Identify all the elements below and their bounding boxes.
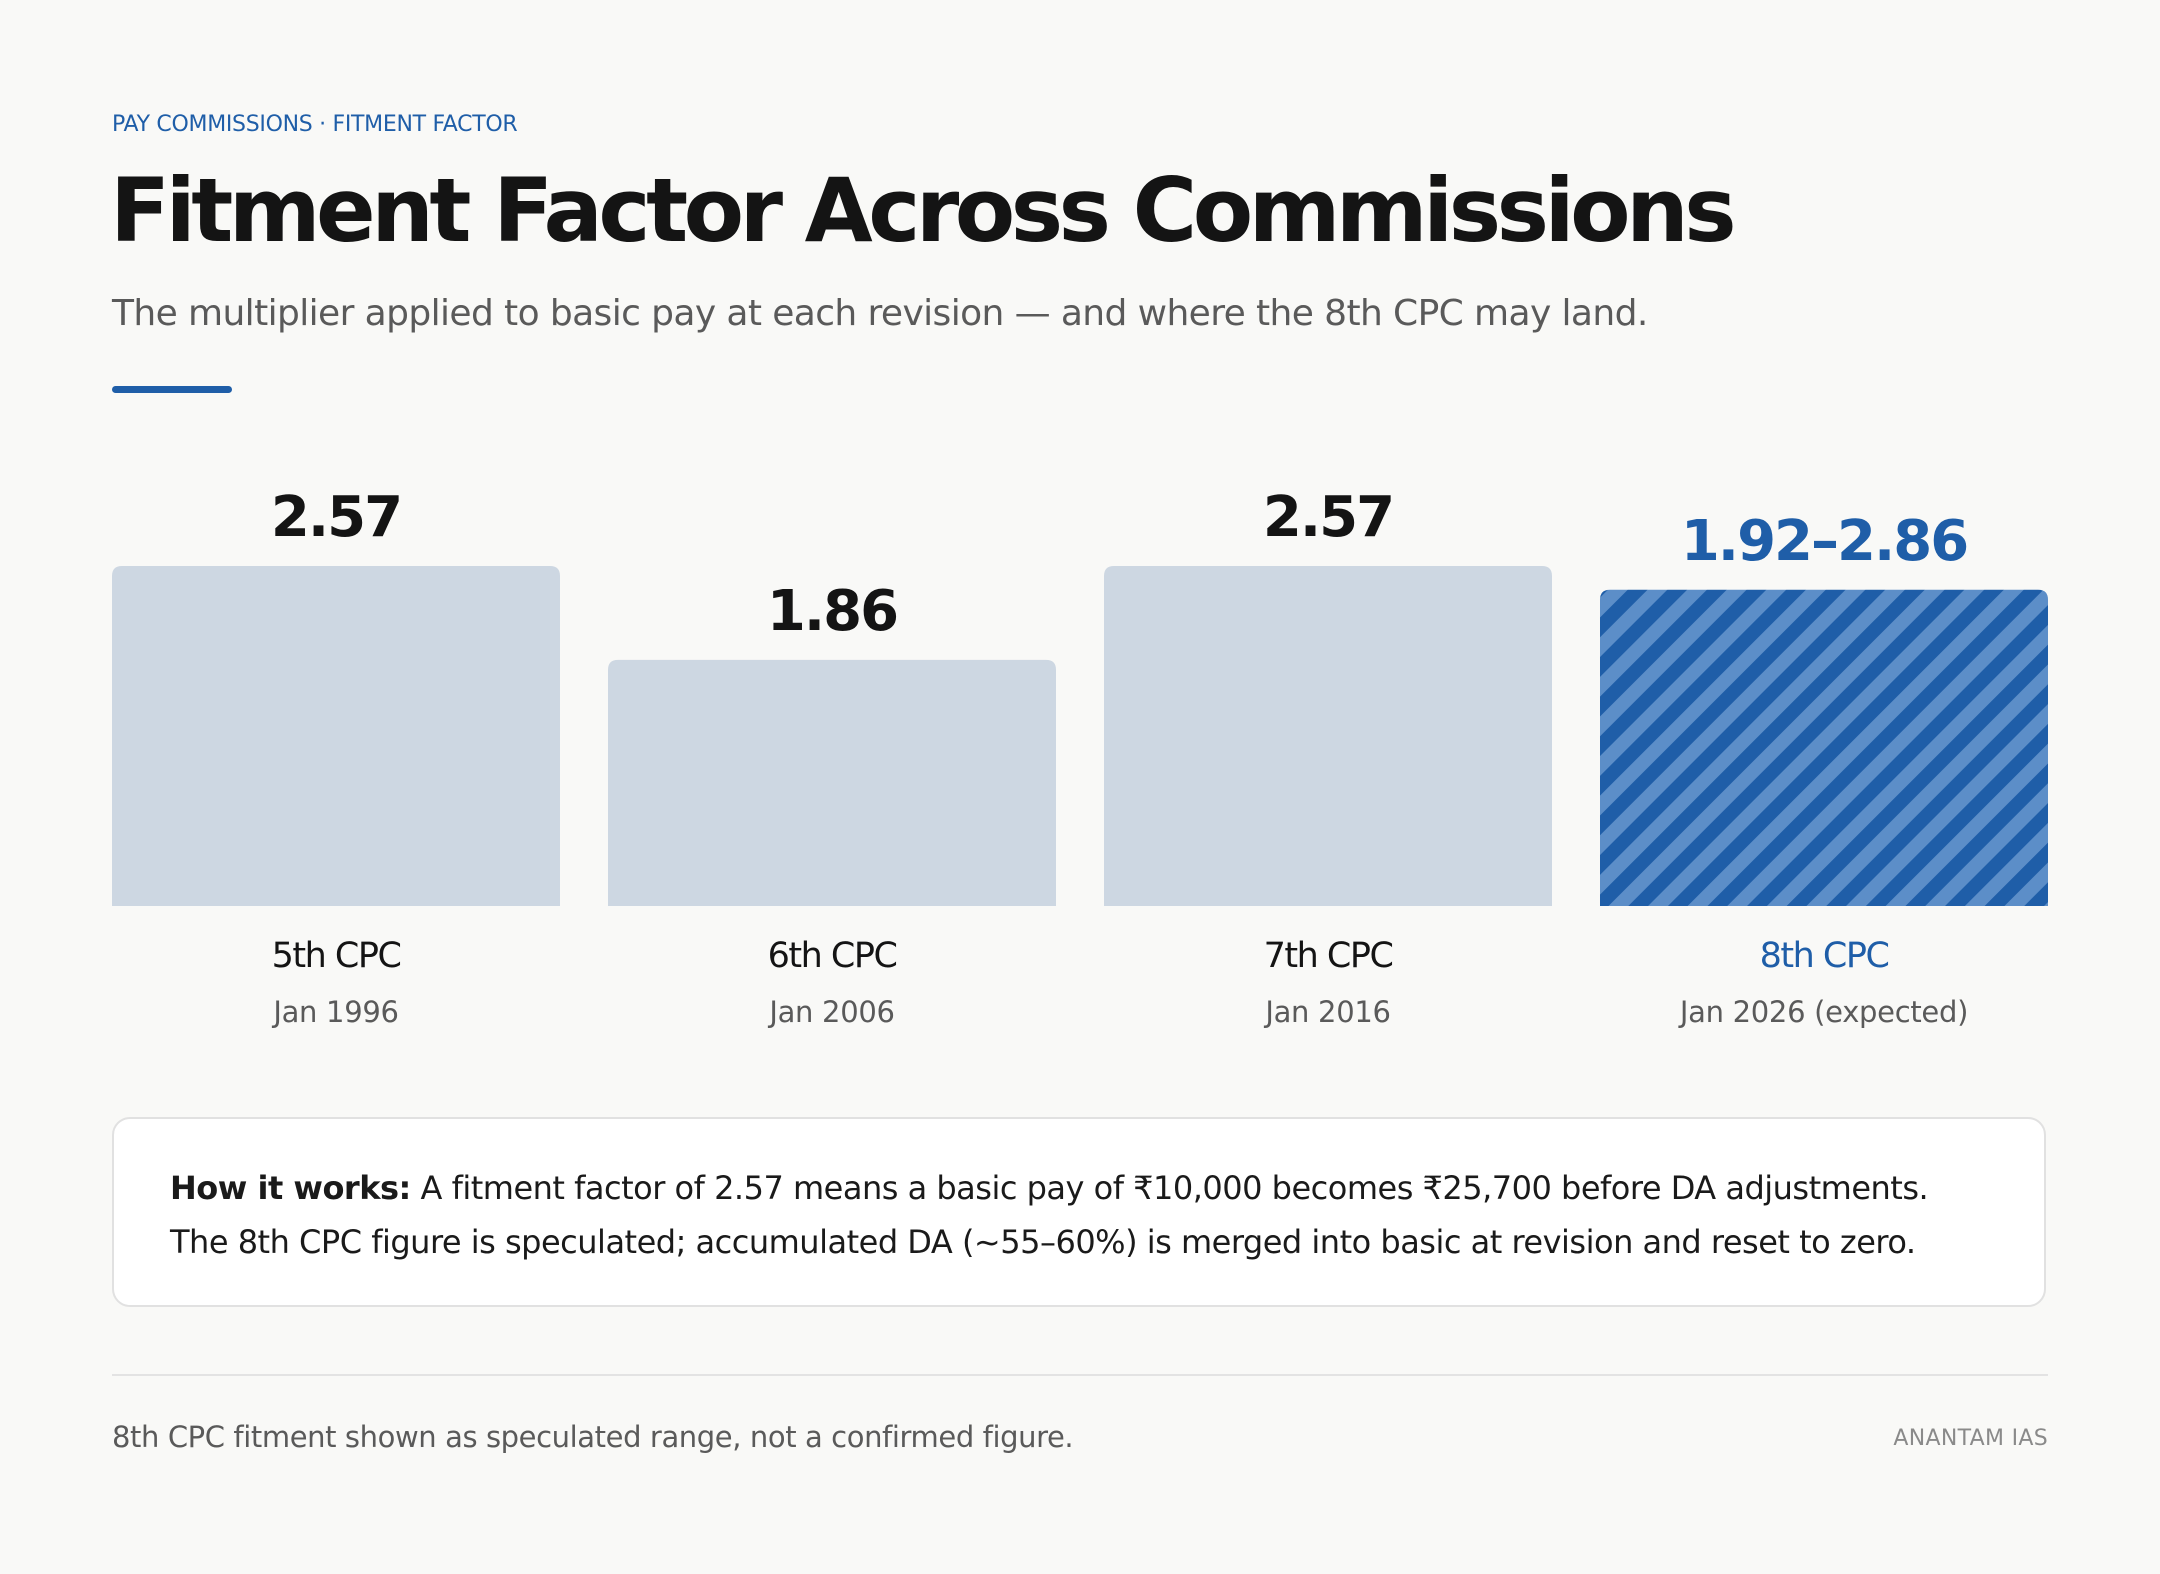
category-label-7th-cpc: 7th CPC bbox=[1264, 936, 1393, 976]
date-label-6th-cpc: Jan 2006 bbox=[767, 995, 894, 1029]
date-label-8th-cpc: Jan 2026 (expected) bbox=[1678, 995, 1968, 1029]
category-label-6th-cpc: 6th CPC bbox=[768, 936, 897, 976]
kicker-label: PAY COMMISSIONS · FITMENT FACTOR bbox=[112, 112, 518, 137]
date-label-5th-cpc: Jan 1996 bbox=[271, 995, 398, 1029]
page-title: Fitment Factor Across Commissions bbox=[110, 159, 1737, 262]
value-label-6th-cpc: 1.86 bbox=[767, 579, 897, 644]
bar-8th-cpc bbox=[1600, 589, 2048, 906]
accent-divider bbox=[112, 386, 232, 393]
value-label-5th-cpc: 2.57 bbox=[271, 485, 401, 550]
value-label-7th-cpc: 2.57 bbox=[1263, 485, 1393, 550]
date-label-7th-cpc: Jan 2016 bbox=[1263, 995, 1390, 1029]
footnote: 8th CPC fitment shown as speculated rang… bbox=[112, 1420, 1074, 1454]
bar-5th-cpc bbox=[112, 565, 560, 906]
category-label-5th-cpc: 5th CPC bbox=[272, 936, 401, 976]
bar-7th-cpc bbox=[1104, 565, 1552, 906]
how-it-works-note: How it works: A fitment factor of 2.57 m… bbox=[112, 1117, 2046, 1307]
fitment-bar-chart: 2.57 5th CPC Jan 1996 1.86 6th CPC Jan 2006 2.… bbox=[112, 485, 2048, 1029]
note-line-1: How it works: A fitment factor of 2.57 m… bbox=[170, 1161, 1988, 1215]
note-line-2: The 8th CPC figure is speculated; accumu… bbox=[170, 1223, 1916, 1261]
note-lead: How it works: bbox=[170, 1169, 411, 1207]
category-label-8th-cpc: 8th CPC bbox=[1760, 936, 1889, 976]
value-label-8th-cpc: 1.92–2.86 bbox=[1681, 509, 1967, 574]
note-line-1-text: A fitment factor of 2.57 means a basic p… bbox=[410, 1169, 1929, 1207]
brand-logo: ANANTAM IAS bbox=[1893, 1426, 2048, 1451]
footer-divider bbox=[112, 1374, 2048, 1376]
page-subtitle: The multiplier applied to basic pay at e… bbox=[112, 293, 1648, 334]
bar-6th-cpc bbox=[608, 659, 1056, 906]
